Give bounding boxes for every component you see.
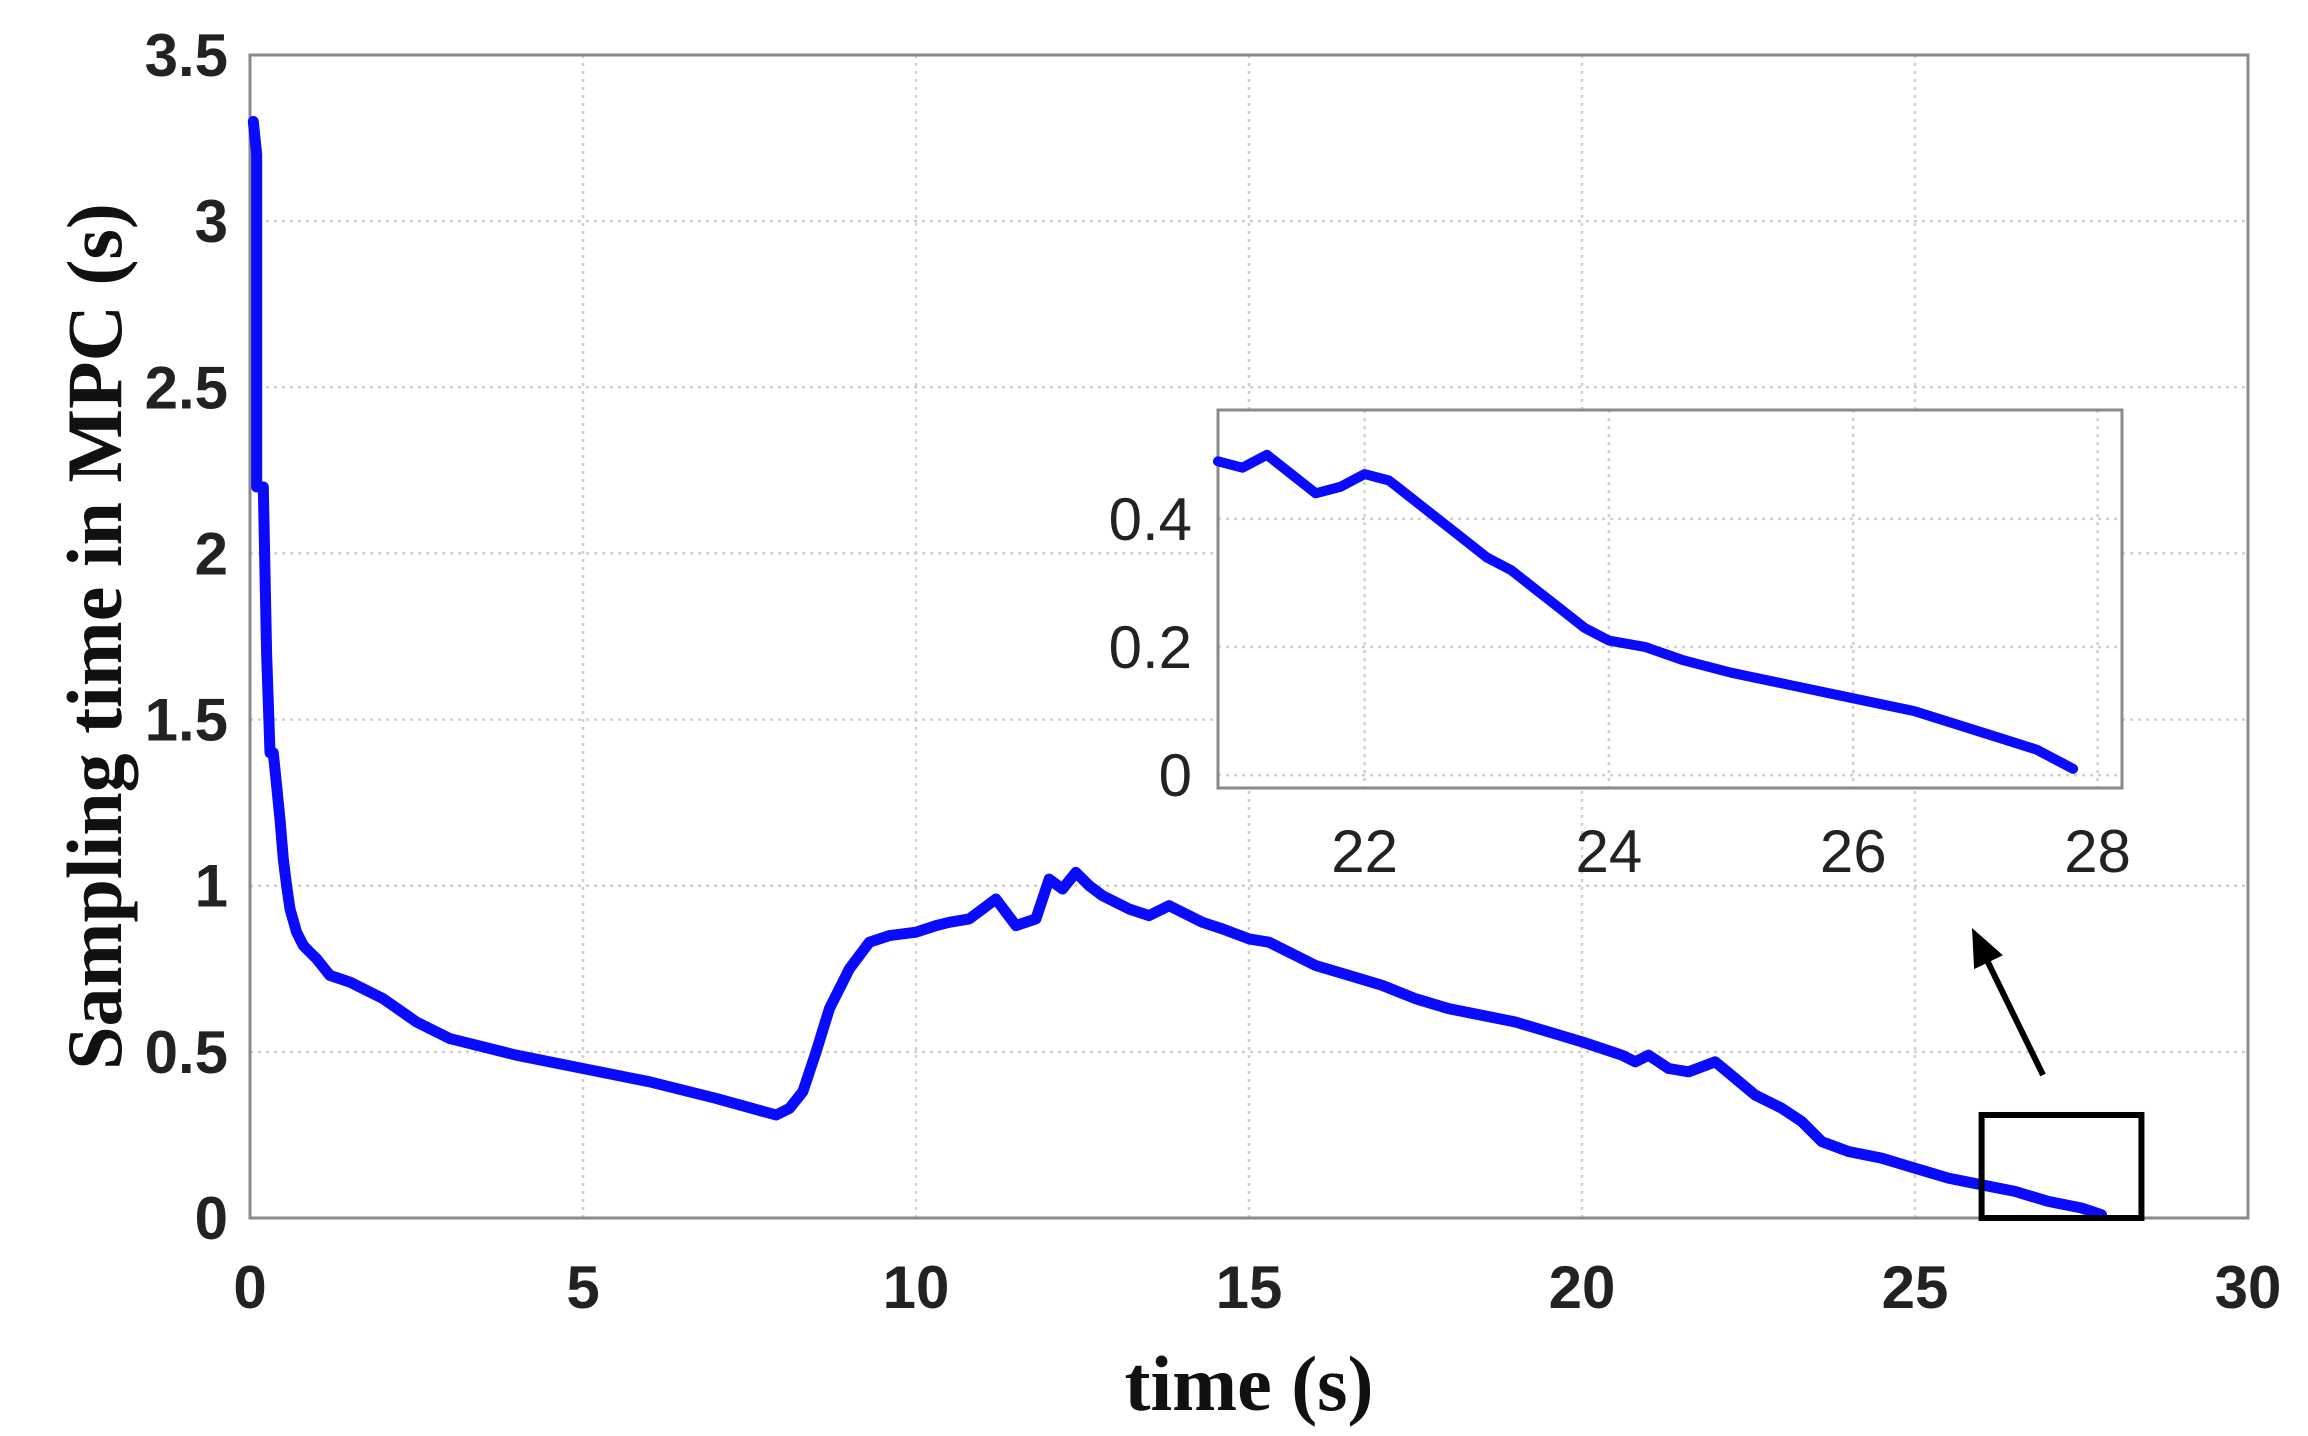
x-tick-label: 0 — [233, 1254, 266, 1321]
zoom-arrow — [1979, 948, 2046, 1077]
y-tick-label: 2 — [195, 520, 228, 587]
y-axis-title: Sampling time in MPC (s) — [51, 203, 138, 1070]
zoom-arrow-head — [1972, 928, 2003, 970]
inset-x-tick-label: 22 — [1331, 818, 1398, 885]
y-tick-label: 0.5 — [145, 1019, 228, 1086]
y-tick-label: 3 — [195, 188, 228, 255]
inset-x-tick-label: 26 — [1820, 818, 1887, 885]
inset-x-tick-label: 28 — [2064, 818, 2131, 885]
main-tick-labels: 0 5 10 15 20 25 30 0 0.5 1 1.5 2 2.5 3 3.5 — [145, 22, 2282, 1321]
y-tick-label: 3.5 — [145, 22, 228, 89]
inset-x-tick-label: 24 — [1576, 818, 1643, 885]
y-tick-label: 0 — [195, 1185, 228, 1252]
inset-series-line — [1213, 449, 2079, 774]
x-axis-title: time (s) — [1124, 1340, 1373, 1427]
series-line — [247, 116, 2107, 1221]
y-tick-label: 1 — [195, 853, 228, 920]
x-tick-label: 10 — [883, 1254, 950, 1321]
inset-grid — [1218, 410, 2122, 788]
x-tick-label: 15 — [1216, 1254, 1283, 1321]
inset-tick-labels: 22 24 26 28 0 0.2 0.4 — [1109, 486, 2131, 885]
inset-y-tick-label: 0.4 — [1109, 486, 1192, 553]
main-plot-frame — [248, 53, 2250, 1220]
x-tick-label: 30 — [2215, 1254, 2282, 1321]
inset-y-tick-label: 0 — [1159, 742, 1192, 809]
x-tick-label: 25 — [1882, 1254, 1949, 1321]
x-tick-label: 5 — [566, 1254, 599, 1321]
inset-y-tick-label: 0.2 — [1109, 614, 1192, 681]
x-tick-label: 20 — [1549, 1254, 1616, 1321]
y-tick-label: 1.5 — [145, 687, 228, 754]
y-tick-label: 2.5 — [145, 354, 228, 421]
inset-plot-frame — [1216, 408, 2124, 790]
zoom-box — [1978, 1111, 2145, 1222]
